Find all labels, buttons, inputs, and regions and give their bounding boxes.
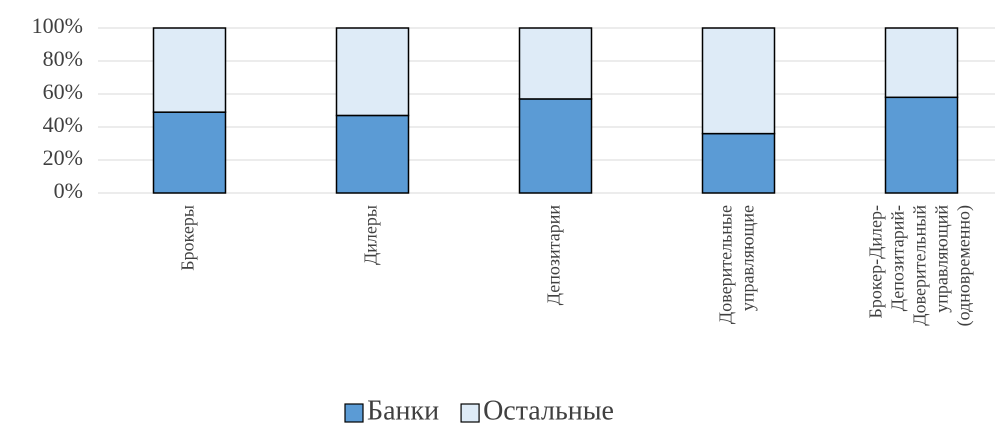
y-tick-label: 60% xyxy=(43,79,83,104)
bar-segment xyxy=(701,132,776,194)
bar-segment xyxy=(518,27,593,100)
y-tick-label: 100% xyxy=(32,13,83,38)
legend-label: Остальные xyxy=(483,395,614,426)
bar-segment xyxy=(701,27,776,135)
legend-swatch xyxy=(460,403,480,423)
x-tick-label: Доверительные xyxy=(716,205,736,324)
legend-label: Банки xyxy=(367,395,439,426)
x-tick-label: управляющие xyxy=(738,205,758,311)
x-tick-label: Депозитарий- xyxy=(888,205,908,311)
y-tick-label: 20% xyxy=(43,145,83,170)
bar-segment xyxy=(152,27,227,113)
x-tick-label: Доверительный xyxy=(910,205,930,326)
bar-segment xyxy=(518,98,593,194)
legend-swatch xyxy=(344,403,364,423)
y-tick-label: 80% xyxy=(43,46,83,71)
bar-segment xyxy=(335,114,410,194)
x-tick-label: (одновременно) xyxy=(954,205,975,326)
x-tick-label: Брокеры xyxy=(178,205,198,271)
x-tick-label: Дилеры xyxy=(361,205,381,265)
x-tick-label: Депозитарии xyxy=(544,205,564,306)
bar-segment xyxy=(884,27,959,99)
bar-segment xyxy=(884,96,959,194)
bar-segment xyxy=(335,27,410,117)
y-tick-label: 0% xyxy=(54,178,83,203)
x-tick-label: Брокер-Дилер- xyxy=(866,205,886,319)
x-tick-label: управляющий xyxy=(932,205,952,313)
y-tick-label: 40% xyxy=(43,112,83,137)
bar-segment xyxy=(152,111,227,194)
